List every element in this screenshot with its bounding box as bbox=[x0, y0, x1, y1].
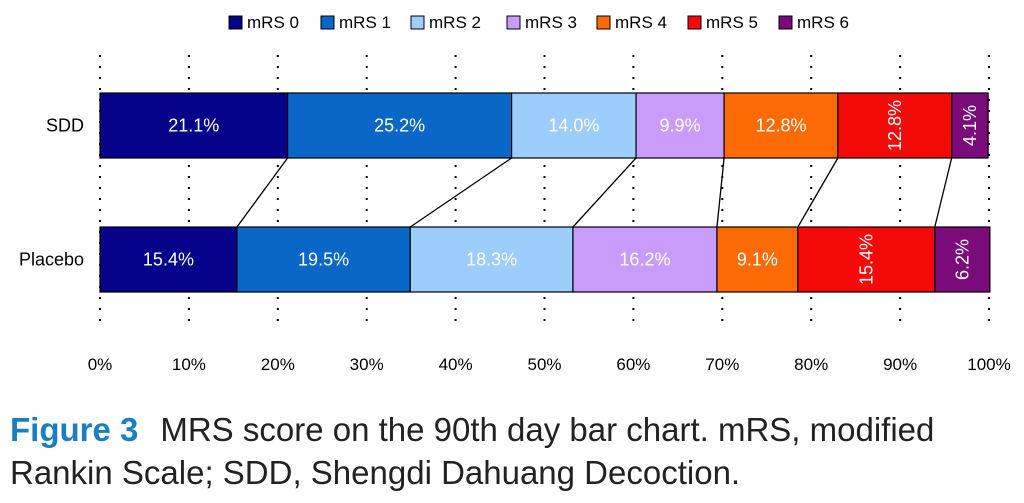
category-labels: SDD Placebo bbox=[19, 116, 84, 270]
data-label: 25.2% bbox=[374, 116, 425, 136]
data-label: 18.3% bbox=[466, 250, 517, 270]
data-label: 12.8% bbox=[755, 116, 806, 136]
category-label-placebo: Placebo bbox=[19, 250, 84, 270]
data-label: 19.5% bbox=[298, 250, 349, 270]
x-tick-label: 60% bbox=[616, 355, 650, 374]
data-label: 9.9% bbox=[660, 116, 701, 136]
legend-item-mrs-1: mRS 1 bbox=[320, 13, 391, 32]
bar-sdd-mrs-6 bbox=[951, 92, 989, 159]
legend-swatch bbox=[778, 15, 793, 30]
data-label: 15.4% bbox=[143, 250, 194, 270]
bar-sdd-mrs-1 bbox=[286, 92, 513, 159]
legend-swatch bbox=[320, 15, 335, 30]
data-label: 14.0% bbox=[548, 116, 599, 136]
data-label: 9.1% bbox=[737, 250, 778, 270]
stacked-bar-chart: mRS 0 mRS 1 mRS 2 mRS 3 mRS 4 mRS 5 mRS 6 21.1… bbox=[19, 13, 1011, 374]
bar-placebo-mrs-0 bbox=[99, 226, 238, 293]
connector-line bbox=[797, 157, 839, 228]
x-tick-label: 50% bbox=[527, 355, 561, 374]
x-tick-label: 90% bbox=[883, 355, 917, 374]
x-tick-label: 70% bbox=[705, 355, 739, 374]
legend-item-mrs-3: mRS 3 bbox=[506, 13, 577, 32]
x-tick-label: 100% bbox=[967, 355, 1010, 374]
bar-placebo-mrs-2 bbox=[409, 226, 574, 293]
legend-label: mRS 6 bbox=[797, 13, 849, 32]
x-tick-label: 30% bbox=[350, 355, 384, 374]
connector-line bbox=[409, 157, 512, 228]
x-tick-label: 80% bbox=[794, 355, 828, 374]
legend-item-mrs-2: mRS 2 bbox=[410, 13, 481, 32]
legend-swatch bbox=[228, 15, 243, 30]
legend-label: mRS 2 bbox=[429, 13, 481, 32]
chart-bars: 21.1% 25.2% 14.0% 9.9% 12.8% 12.8% 4.1% 15.4% 19… bbox=[99, 92, 991, 293]
legend-item-mrs-5: mRS 5 bbox=[687, 13, 758, 32]
x-tick-label: 10% bbox=[172, 355, 206, 374]
bar-placebo-mrs-1 bbox=[236, 226, 411, 293]
data-label: 15.4% bbox=[856, 234, 876, 285]
figure-label: Figure 3 bbox=[10, 411, 139, 448]
data-label: 4.1% bbox=[960, 105, 980, 146]
figure-caption-text: MRS score on the 90th day bar chart. mRS… bbox=[10, 411, 935, 491]
legend-label: mRS 5 bbox=[706, 13, 758, 32]
bar-connectors bbox=[236, 157, 953, 228]
bar-placebo-mrs-6 bbox=[934, 226, 991, 293]
data-label: 21.1% bbox=[168, 116, 219, 136]
legend-item-mrs-6: mRS 6 bbox=[778, 13, 849, 32]
connector-line bbox=[572, 157, 637, 228]
connector-line bbox=[934, 157, 953, 228]
x-axis-ticks: 0% 10% 20% 30% 40% 50% 60% 70% 80% 90% 100% bbox=[88, 355, 1011, 374]
bar-sdd-mrs-0 bbox=[99, 92, 289, 159]
legend-swatch bbox=[410, 15, 425, 30]
data-label: 12.8% bbox=[885, 100, 905, 151]
bar-placebo-mrs-5 bbox=[797, 226, 936, 293]
bar-placebo-mrs-4 bbox=[716, 226, 799, 293]
legend-swatch bbox=[506, 15, 521, 30]
legend-swatch bbox=[687, 15, 702, 30]
legend-label: mRS 0 bbox=[247, 13, 299, 32]
figure-caption: Figure 3 MRS score on the 90th day bar ch… bbox=[10, 408, 1010, 494]
x-tick-label: 0% bbox=[88, 355, 113, 374]
x-tick-label: 20% bbox=[261, 355, 295, 374]
data-label: 6.2% bbox=[952, 239, 972, 280]
bar-sdd-mrs-2 bbox=[511, 92, 637, 159]
connector-line bbox=[236, 157, 289, 228]
legend-swatch bbox=[596, 15, 611, 30]
legend-item-mrs-4: mRS 4 bbox=[596, 13, 667, 32]
category-label-sdd: SDD bbox=[46, 116, 84, 136]
chart-legend: mRS 0 mRS 1 mRS 2 mRS 3 mRS 4 mRS 5 mRS 6 bbox=[228, 13, 849, 32]
connector-line bbox=[716, 157, 725, 228]
legend-label: mRS 3 bbox=[525, 13, 577, 32]
legend-item-mrs-0: mRS 0 bbox=[228, 13, 299, 32]
x-tick-label: 40% bbox=[439, 355, 473, 374]
data-label: 16.2% bbox=[619, 250, 670, 270]
legend-label: mRS 1 bbox=[339, 13, 391, 32]
legend-label: mRS 4 bbox=[615, 13, 667, 32]
